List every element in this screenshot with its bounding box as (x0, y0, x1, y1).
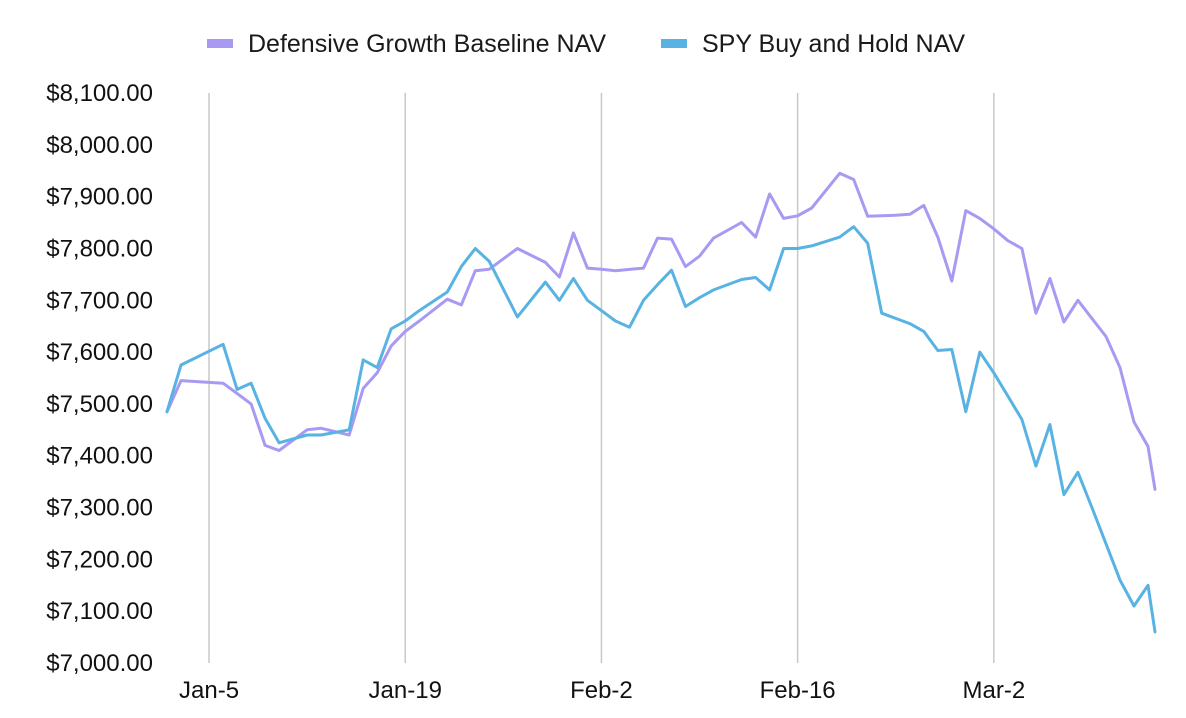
legend-label: Defensive Growth Baseline NAV (248, 30, 606, 58)
y-tick-label: $7,100.00 (46, 598, 153, 625)
legend-swatch (207, 39, 233, 48)
y-tick-label: $7,600.00 (46, 339, 153, 366)
y-tick-label: $8,000.00 (46, 132, 153, 159)
y-tick-label: $7,400.00 (46, 443, 153, 470)
x-tick-label: Feb-16 (760, 677, 836, 704)
y-tick-label: $7,000.00 (46, 650, 153, 677)
x-tick-label: Mar-2 (963, 677, 1026, 704)
x-tick-label: Feb-2 (570, 677, 633, 704)
y-tick-label: $7,700.00 (46, 287, 153, 314)
legend-item[interactable]: Defensive Growth Baseline NAV (207, 30, 606, 58)
y-tick-label: $7,800.00 (46, 235, 153, 262)
y-tick-label: $7,900.00 (46, 184, 153, 211)
grid (208, 93, 995, 663)
x-axis: Jan-5 Jan-19 Feb-2 Feb-16 Mar-2 (179, 677, 1025, 704)
legend: Defensive Growth Baseline NAV SPY Buy and… (207, 30, 965, 58)
series-layer (165, 171, 1157, 634)
legend-item[interactable]: SPY Buy and Hold NAV (661, 30, 965, 58)
y-tick-label: $7,300.00 (46, 495, 153, 522)
y-tick-label: $8,100.00 (46, 80, 153, 107)
x-tick-label: Jan-5 (179, 677, 239, 704)
y-tick-label: $7,200.00 (46, 546, 153, 573)
series-line-defensive-growth[interactable] (165, 171, 1157, 491)
y-tick-label: $7,500.00 (46, 391, 153, 418)
legend-label: SPY Buy and Hold NAV (702, 30, 965, 58)
x-tick-label: Jan-19 (369, 677, 442, 704)
y-axis: $8,100.00 $8,000.00 $7,900.00 $7,800.00 $7,7… (46, 80, 153, 677)
series-line-spy[interactable] (165, 225, 1157, 634)
legend-swatch (661, 39, 687, 48)
